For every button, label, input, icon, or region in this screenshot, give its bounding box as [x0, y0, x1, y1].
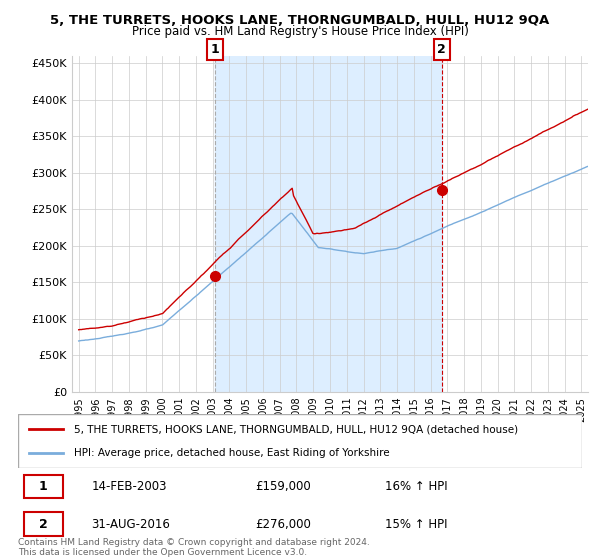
- Text: 2: 2: [437, 43, 446, 56]
- Text: 15% ↑ HPI: 15% ↑ HPI: [385, 518, 447, 531]
- Text: 1: 1: [211, 43, 219, 56]
- Text: 5, THE TURRETS, HOOKS LANE, THORNGUMBALD, HULL, HU12 9QA (detached house): 5, THE TURRETS, HOOKS LANE, THORNGUMBALD…: [74, 424, 518, 435]
- Text: Contains HM Land Registry data © Crown copyright and database right 2024.
This d: Contains HM Land Registry data © Crown c…: [18, 538, 370, 557]
- FancyBboxPatch shape: [18, 414, 582, 468]
- FancyBboxPatch shape: [23, 475, 63, 498]
- Text: 14-FEB-2003: 14-FEB-2003: [91, 480, 167, 493]
- Text: £276,000: £276,000: [255, 518, 311, 531]
- Text: 5, THE TURRETS, HOOKS LANE, THORNGUMBALD, HULL, HU12 9QA: 5, THE TURRETS, HOOKS LANE, THORNGUMBALD…: [50, 14, 550, 27]
- Text: Price paid vs. HM Land Registry's House Price Index (HPI): Price paid vs. HM Land Registry's House …: [131, 25, 469, 38]
- Text: 2: 2: [39, 518, 48, 531]
- Text: 1: 1: [39, 480, 48, 493]
- FancyBboxPatch shape: [23, 512, 63, 536]
- Text: £159,000: £159,000: [255, 480, 311, 493]
- Text: 16% ↑ HPI: 16% ↑ HPI: [385, 480, 447, 493]
- Text: HPI: Average price, detached house, East Riding of Yorkshire: HPI: Average price, detached house, East…: [74, 447, 390, 458]
- Bar: [215, 56, 442, 392]
- Text: 31-AUG-2016: 31-AUG-2016: [91, 518, 170, 531]
